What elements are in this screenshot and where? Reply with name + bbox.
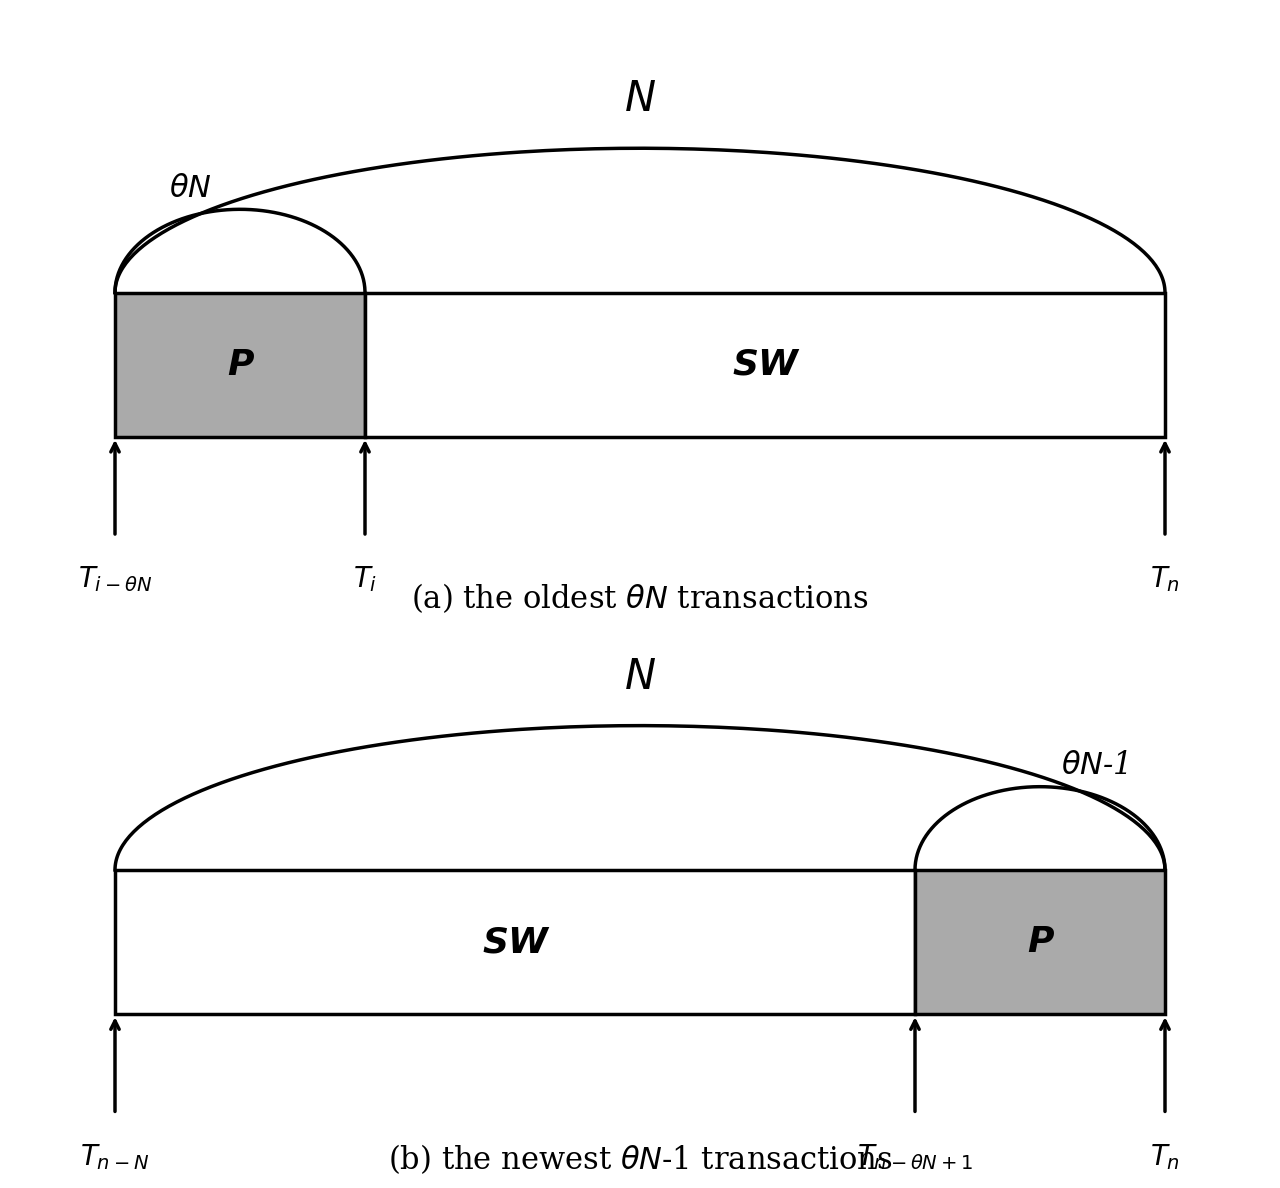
Text: SW: SW bbox=[483, 925, 548, 959]
Text: $N$: $N$ bbox=[623, 656, 657, 697]
Text: SW: SW bbox=[732, 348, 797, 381]
Text: $\theta N$: $\theta N$ bbox=[169, 172, 211, 204]
Text: $T_n$: $T_n$ bbox=[1149, 1142, 1180, 1171]
Text: $T_{n-N}$: $T_{n-N}$ bbox=[81, 1142, 150, 1171]
Text: $\theta N$-1: $\theta N$-1 bbox=[1061, 750, 1129, 782]
Text: (a) the oldest $\theta N$ transactions: (a) the oldest $\theta N$ transactions bbox=[411, 581, 869, 615]
Bar bbox=[915, 870, 1165, 1015]
Text: $T_{i-\theta N}$: $T_{i-\theta N}$ bbox=[78, 564, 152, 594]
Text: (b) the newest $\theta N$-1 transactions: (b) the newest $\theta N$-1 transactions bbox=[388, 1142, 892, 1176]
Text: P: P bbox=[1027, 925, 1053, 959]
Bar bbox=[115, 292, 365, 437]
Text: $N$: $N$ bbox=[623, 78, 657, 120]
Bar bbox=[115, 870, 915, 1015]
Text: $T_n$: $T_n$ bbox=[1149, 564, 1180, 594]
Text: $T_i$: $T_i$ bbox=[353, 564, 378, 594]
Text: P: P bbox=[227, 348, 253, 381]
Bar bbox=[365, 292, 1165, 437]
Text: $T_{n-\theta N+1}$: $T_{n-\theta N+1}$ bbox=[858, 1142, 973, 1171]
